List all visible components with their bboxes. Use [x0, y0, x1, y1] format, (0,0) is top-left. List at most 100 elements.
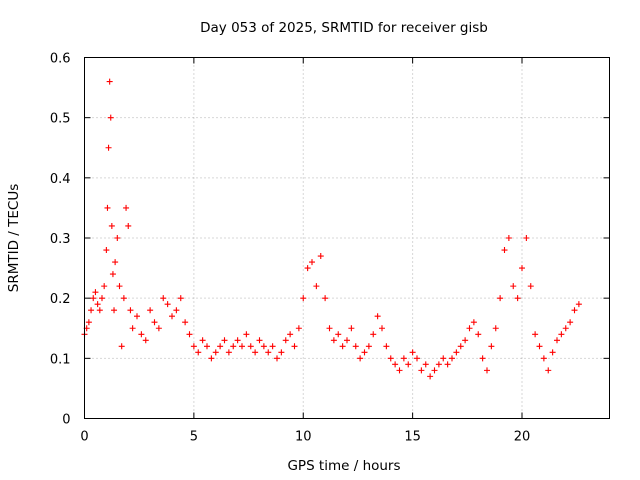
data-point	[562, 325, 569, 332]
x-tick-label: 10	[295, 430, 312, 445]
data-point	[173, 307, 180, 314]
data-point	[106, 78, 113, 85]
data-point	[361, 349, 368, 356]
data-point	[104, 204, 111, 211]
data-point	[510, 283, 517, 290]
data-point	[278, 349, 285, 356]
data-point	[256, 337, 263, 344]
data-point	[383, 343, 390, 350]
data-point	[326, 325, 333, 332]
data-point	[374, 313, 381, 320]
data-point	[265, 349, 272, 356]
data-point	[99, 295, 105, 302]
data-point	[138, 331, 145, 338]
grid-layer	[84, 57, 610, 419]
x-axis-label: GPS time / hours	[287, 458, 400, 474]
data-point	[103, 247, 110, 254]
data-point	[111, 307, 118, 314]
data-point	[108, 222, 115, 229]
data-point	[440, 355, 447, 362]
data-point	[101, 283, 108, 290]
data-point	[348, 325, 355, 332]
data-point	[545, 367, 552, 374]
data-point	[484, 367, 490, 374]
data-point	[230, 343, 237, 350]
data-point	[85, 319, 92, 326]
data-point	[453, 349, 460, 356]
data-point	[492, 325, 499, 332]
data-point	[470, 319, 477, 326]
data-point	[505, 235, 512, 241]
y-tick-label: 0.2	[50, 292, 71, 307]
y-tick-label: 0.1	[50, 352, 71, 367]
data-point	[182, 319, 189, 326]
y-tick-label: 0.5	[50, 112, 71, 127]
data-point	[123, 204, 130, 211]
data-point	[418, 367, 425, 374]
data-point	[536, 343, 543, 350]
data-point	[109, 271, 116, 278]
data-point	[431, 367, 438, 374]
data-point	[514, 295, 521, 302]
data-point	[155, 325, 162, 332]
data-point	[208, 355, 215, 362]
data-point	[409, 349, 416, 356]
points-layer	[81, 78, 582, 380]
data-point	[282, 337, 289, 344]
data-point	[190, 343, 197, 350]
data-point	[313, 283, 320, 290]
data-point	[444, 361, 451, 368]
data-point	[142, 337, 149, 344]
data-point	[234, 337, 241, 344]
data-point	[392, 361, 399, 368]
data-point	[400, 355, 407, 362]
data-point	[239, 343, 245, 350]
data-point	[114, 235, 121, 241]
data-point	[322, 295, 329, 302]
y-tick-label: 0.4	[50, 172, 71, 187]
x-tick-label: 5	[190, 430, 198, 445]
data-point	[260, 343, 267, 350]
data-point	[274, 355, 280, 362]
data-point	[212, 349, 219, 356]
data-point	[379, 325, 385, 332]
y-tick-label: 0.6	[50, 52, 71, 67]
data-point	[204, 343, 210, 350]
data-point	[387, 355, 394, 362]
data-point	[344, 337, 350, 344]
data-point	[287, 331, 294, 338]
data-point	[90, 295, 97, 302]
data-point	[147, 307, 154, 314]
data-point	[127, 307, 134, 314]
data-point	[540, 355, 547, 362]
data-point	[501, 247, 508, 254]
plot-frame	[84, 57, 610, 419]
data-point	[300, 295, 307, 302]
data-point	[304, 265, 311, 272]
data-point	[414, 355, 420, 362]
data-point	[466, 325, 473, 332]
data-point	[571, 307, 578, 314]
data-point	[247, 343, 254, 350]
data-point	[221, 337, 228, 344]
data-point	[527, 283, 534, 290]
data-point	[309, 259, 315, 266]
data-point	[370, 331, 377, 338]
data-point	[164, 301, 171, 308]
y-axis-label: SRMTID / TECUs	[6, 184, 22, 292]
data-point	[177, 295, 184, 302]
data-point	[330, 337, 337, 344]
data-point	[199, 337, 206, 344]
data-point	[252, 349, 259, 356]
data-point	[225, 349, 232, 356]
data-point	[94, 301, 101, 308]
data-point	[112, 259, 119, 266]
data-point	[567, 319, 574, 326]
data-point	[195, 349, 202, 356]
x-tick-label: 20	[514, 430, 531, 445]
data-point	[488, 343, 495, 350]
data-point	[422, 361, 429, 368]
data-point	[243, 331, 250, 338]
data-point	[532, 331, 539, 338]
